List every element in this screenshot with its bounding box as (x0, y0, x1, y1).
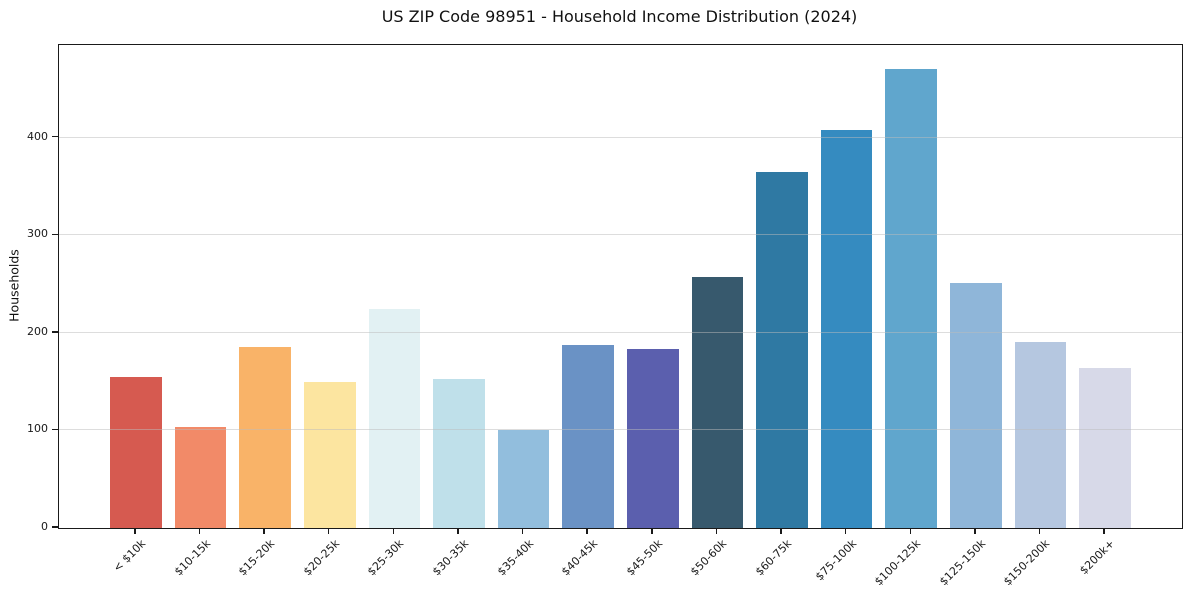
bar-$100-125k (885, 69, 938, 528)
bar-$35-40k (497, 430, 550, 528)
y-tick-label-400: 400 (27, 129, 48, 143)
plot-area (58, 44, 1183, 529)
x-tick-label-$15-20k: $15-20k (236, 537, 278, 579)
x-tick-mark (715, 528, 718, 534)
y-tick-mark (52, 135, 58, 138)
x-tick-label-< $10k: < $10k (110, 537, 149, 575)
x-tick-label-$30-35k: $30-35k (429, 537, 472, 579)
bar-$10-15k (174, 426, 227, 528)
bar-$40-45k (562, 344, 615, 528)
bar-$75-100k (820, 129, 873, 528)
bar-$25-30k (368, 309, 421, 528)
bar-$125-150k (950, 283, 1002, 528)
y-tick-label-300: 300 (27, 227, 48, 241)
bar-$30-35k (433, 378, 485, 528)
x-tick-mark (1103, 528, 1105, 534)
bar-$50-60k (691, 277, 744, 528)
x-tick-mark (844, 528, 847, 534)
x-tick-mark (974, 528, 976, 534)
gridline-200 (59, 331, 1182, 333)
x-tick-label-$200k+: $200k+ (1077, 537, 1118, 578)
bar-$15-20k (239, 346, 291, 528)
gridline-400 (59, 136, 1182, 138)
x-tick-mark (198, 528, 201, 534)
x-tick-mark (134, 528, 136, 534)
bar-$60-75k (756, 171, 808, 528)
x-tick-label-$50-60k: $50-60k (688, 537, 730, 579)
x-tick-mark (651, 528, 653, 534)
y-tick-label-200: 200 (27, 324, 48, 338)
y-tick-mark (52, 526, 58, 528)
y-tick-mark (52, 428, 58, 431)
y-tick-mark (52, 331, 58, 333)
x-tick-label-$45-50k: $45-50k (623, 537, 665, 579)
x-tick-mark (327, 528, 330, 534)
x-tick-mark (1038, 528, 1041, 534)
bar-< $10k (110, 376, 162, 528)
x-tick-label-$35-40k: $35-40k (494, 537, 536, 579)
x-tick-label-$75-100k: $75-100k (812, 537, 859, 584)
x-tick-label-$100-125k: $100-125k (872, 537, 924, 589)
y-tick-label-0: 0 (41, 520, 48, 533)
x-tick-mark (909, 528, 911, 534)
bar-$200k+ (1079, 367, 1131, 528)
bar-$45-50k (626, 349, 679, 528)
x-tick-mark (392, 528, 395, 534)
x-tick-mark (521, 528, 524, 534)
y-tick-mark (52, 233, 58, 236)
x-tick-label-$150-200k: $150-200k (1001, 537, 1053, 589)
x-tick-mark (263, 528, 265, 534)
x-tick-mark (586, 528, 588, 534)
x-tick-label-$20-25k: $20-25k (300, 537, 342, 579)
x-tick-mark (457, 528, 459, 534)
y-axis-title: Households (6, 249, 22, 322)
x-tick-label-$60-75k: $60-75k (752, 537, 795, 579)
x-tick-label-$125-150k: $125-150k (936, 537, 989, 589)
x-tick-label-$10-15k: $10-15k (171, 537, 213, 579)
x-tick-label-$25-30k: $25-30k (365, 537, 407, 579)
gridline-100 (59, 429, 1182, 431)
x-tick-mark (780, 528, 782, 534)
y-tick-label-100: 100 (27, 422, 48, 436)
x-tick-label-$40-45k: $40-45k (559, 537, 601, 579)
bar-$20-25k (303, 381, 356, 528)
gridline-300 (59, 234, 1182, 236)
chart-title: US ZIP Code 98951 - Household Income Dis… (381, 7, 858, 26)
bar-$150-200k (1014, 341, 1067, 528)
